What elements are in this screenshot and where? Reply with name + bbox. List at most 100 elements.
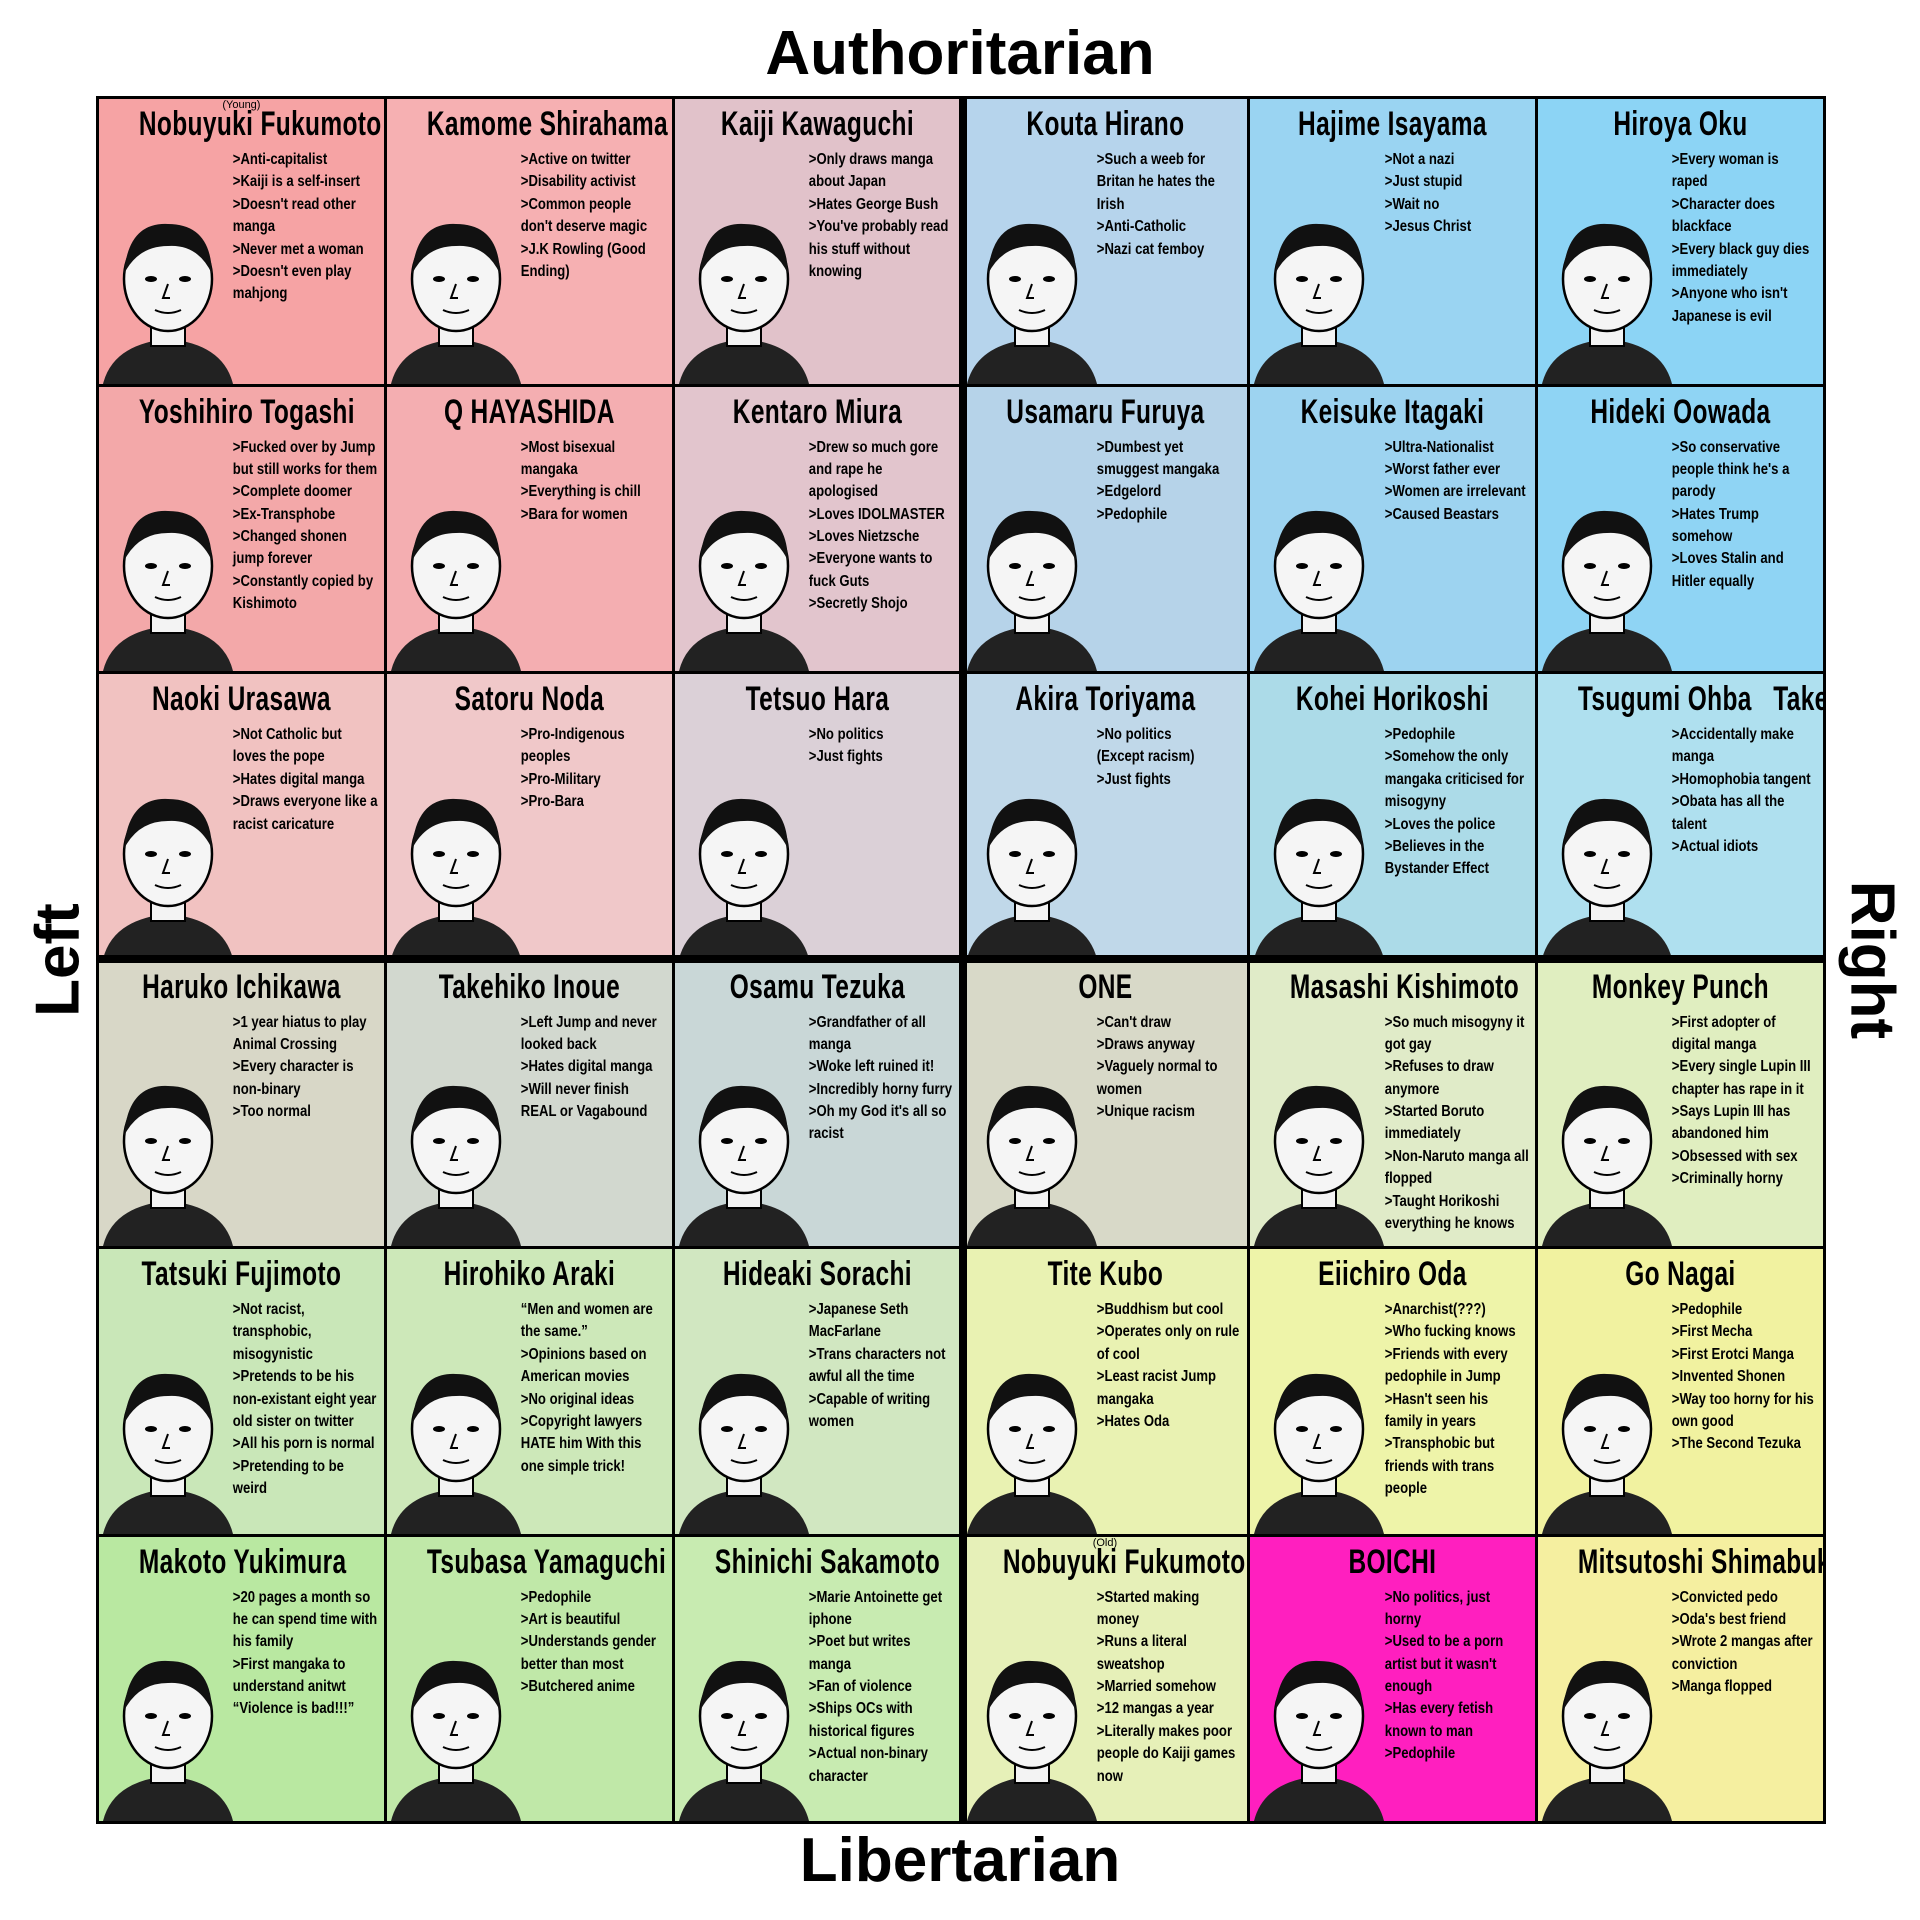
hair bbox=[1275, 798, 1364, 849]
cell-name: Haruko Ichikawa bbox=[142, 967, 341, 1006]
shoulders bbox=[1542, 626, 1673, 671]
eye bbox=[432, 1425, 445, 1432]
shoulders bbox=[103, 1201, 233, 1246]
cell: Hirohiko Araki “Men and women are the sam… bbox=[386, 1249, 672, 1534]
description-line: >Pro-Military bbox=[520, 770, 601, 788]
nose bbox=[1312, 283, 1322, 299]
portrait bbox=[390, 1373, 521, 1534]
shoulders bbox=[678, 1488, 809, 1534]
portrait bbox=[390, 798, 521, 959]
description: >Convicted pedo >Oda's best friend >Wrote … bbox=[1672, 1587, 1817, 1699]
description-line: >Pro-Bara bbox=[520, 793, 584, 811]
description-line: >Wait no bbox=[1384, 195, 1439, 213]
description-line: >Marie Antoinette get iphone bbox=[808, 1588, 942, 1628]
description-line: >Character does blackface bbox=[1672, 195, 1776, 236]
description-line: >Art is beautiful bbox=[520, 1610, 621, 1628]
description: >No politics (Except racism) >Just fights bbox=[1097, 724, 1242, 791]
hair bbox=[124, 510, 212, 561]
eye bbox=[1330, 1713, 1343, 1719]
cell: Mitsutoshi Shimabukuro >Convicted pedo >Od… bbox=[1538, 1536, 1823, 1821]
description-line: >Married somehow bbox=[1096, 1678, 1216, 1696]
description-line: >Somehow the only mangaka criticised for… bbox=[1384, 748, 1524, 811]
description-line: >Ex-Transphobe bbox=[233, 505, 336, 523]
description-line: >Loves Stalin and Hitler equally bbox=[1672, 550, 1785, 590]
shoulders bbox=[966, 1488, 1097, 1534]
eye bbox=[179, 1713, 191, 1719]
cell: Satoru Noda >Pro-Indigenous peoples >Pro-M… bbox=[386, 674, 672, 959]
portrait bbox=[1254, 1373, 1385, 1534]
nose bbox=[161, 1720, 170, 1736]
hair bbox=[987, 798, 1076, 849]
portrait bbox=[103, 1373, 233, 1534]
eye bbox=[1618, 1713, 1631, 1719]
eye bbox=[754, 1425, 767, 1432]
description-line: >Just fights bbox=[1096, 770, 1171, 788]
cell-name: Keisuke Itagaki bbox=[1300, 392, 1485, 431]
mouth bbox=[1593, 1171, 1621, 1176]
shoulders bbox=[966, 338, 1097, 384]
cell-name: Tite Kubo bbox=[1047, 1255, 1163, 1293]
cell: Hideaki Sorachi >Japanese Seth MacFarlane… bbox=[674, 1249, 960, 1534]
eye bbox=[466, 850, 479, 857]
description-line: >Taught Horikoshi everything he knows bbox=[1384, 1192, 1515, 1233]
mouth bbox=[154, 1171, 182, 1176]
hair bbox=[1563, 1373, 1652, 1424]
eye bbox=[1296, 1713, 1309, 1719]
portrait bbox=[966, 798, 1097, 959]
cell: Tite Kubo >Buddhism but cool >Operates onl… bbox=[962, 1249, 1248, 1534]
cell: BOICHI >No politics, just horny >Used to b… bbox=[1250, 1536, 1536, 1821]
description-line: >Unique racism bbox=[1096, 1103, 1195, 1121]
description-line: >You've probably read his stuff without … bbox=[808, 218, 949, 280]
hair bbox=[411, 1373, 500, 1424]
description-line: >Friends with every pedophile in Jump bbox=[1384, 1345, 1508, 1386]
mouth bbox=[1305, 596, 1333, 601]
cell-name: Takehiko Inoue bbox=[438, 967, 620, 1006]
description-line: >Obsessed with sex bbox=[1672, 1147, 1798, 1165]
eye bbox=[1584, 1713, 1597, 1719]
mouth bbox=[442, 596, 470, 601]
description-line: >Just fights bbox=[808, 748, 883, 766]
cell-name: BOICHI bbox=[1348, 1542, 1437, 1581]
portrait bbox=[678, 223, 809, 384]
cell-name: Eiichiro Oda bbox=[1318, 1255, 1467, 1293]
portrait bbox=[103, 798, 233, 959]
hair bbox=[411, 798, 500, 849]
description-line: >First adopter of digital manga bbox=[1672, 1013, 1777, 1053]
cell: (Old) Nobuyuki Fukumoto >Started making mo… bbox=[962, 1536, 1248, 1821]
axis-label-bottom: Libertarian bbox=[799, 1826, 1121, 1895]
eye bbox=[466, 1713, 479, 1719]
eye bbox=[1042, 850, 1055, 857]
center-horizontal-line bbox=[96, 955, 1826, 963]
eye bbox=[145, 275, 157, 282]
portrait bbox=[103, 1085, 233, 1246]
cell: Hajime Isayama >Not a nazi >Just stupid >Wa… bbox=[1250, 99, 1536, 384]
nose bbox=[161, 1433, 170, 1449]
description: >Accidentally make manga >Homophobia tang… bbox=[1672, 724, 1817, 858]
shoulders bbox=[103, 1488, 233, 1534]
cell: (Young) Nobuyuki Fukumoto >Anti-capitalist… bbox=[99, 99, 384, 384]
mouth bbox=[1593, 308, 1621, 314]
nose bbox=[161, 858, 170, 874]
eye bbox=[1296, 850, 1309, 857]
cell-name: Osamu Tezuka bbox=[729, 967, 905, 1006]
cell-name: Shinichi Sakamoto bbox=[714, 1542, 940, 1581]
portrait bbox=[103, 1660, 233, 1821]
description-line: >Ships OCs with historical figures bbox=[808, 1700, 915, 1740]
description-line: >Oh my God it's all so racist bbox=[808, 1103, 947, 1143]
portrait bbox=[1542, 1373, 1673, 1534]
description-line: >Anarchist(???) bbox=[1384, 1301, 1486, 1318]
description: >Can't draw >Draws anyway >Vaguely normal … bbox=[1097, 1012, 1242, 1124]
cell-name: Akira Toriyama bbox=[1014, 680, 1195, 718]
shoulders bbox=[966, 626, 1097, 671]
description-line: >Pedophile bbox=[1384, 726, 1455, 743]
cell: Shinichi Sakamoto >Marie Antoinette get i… bbox=[674, 1536, 960, 1821]
description-line: >Transphobic but friends with trans peop… bbox=[1384, 1435, 1495, 1498]
eye bbox=[1042, 1138, 1055, 1144]
description-line: >Loves Nietzsche bbox=[808, 528, 920, 546]
description-line: >Criminally horny bbox=[1672, 1170, 1784, 1188]
shoulders bbox=[1542, 1488, 1673, 1534]
description-line: “Violence is bad!!!” bbox=[233, 1700, 355, 1718]
portrait bbox=[966, 1660, 1097, 1821]
description-line: >Buddhism but cool bbox=[1096, 1301, 1223, 1318]
description-line: >1 year hiatus to play Animal Crossing bbox=[233, 1013, 367, 1053]
